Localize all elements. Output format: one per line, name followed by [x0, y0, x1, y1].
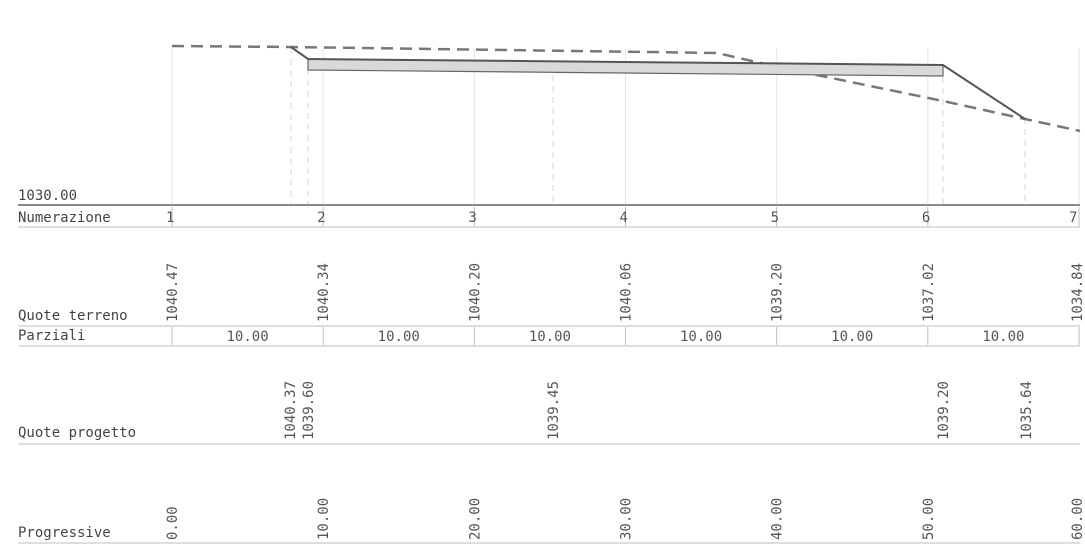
row-label-parziali: Parziali — [18, 328, 85, 344]
parziale-value: 10.00 — [831, 329, 873, 345]
station-number: 5 — [771, 210, 779, 226]
quota-terreno-value: 1039.20 — [770, 263, 786, 322]
quota-progetto-value: 1035.64 — [1019, 381, 1035, 440]
row-label-quote-progetto: Quote progetto — [18, 425, 136, 441]
station-numbers: 1 2 3 4 5 6 7 — [166, 210, 1077, 226]
parziali-values: 10.00 10.00 10.00 10.00 10.00 10.00 — [171, 327, 1080, 345]
progressiva-value: 40.00 — [770, 498, 786, 540]
quota-progetto-value: 1039.60 — [301, 381, 317, 440]
parziale-value: 10.00 — [982, 329, 1024, 345]
quota-terreno-value: 1040.47 — [165, 263, 181, 322]
quota-progetto-value: 1039.20 — [936, 381, 952, 440]
progressive-values: 0.00 10.00 20.00 30.00 40.00 50.00 60.00 — [165, 498, 1085, 540]
progressiva-value: 30.00 — [619, 498, 635, 540]
quota-terreno-value: 1040.20 — [467, 263, 483, 322]
parziale-value: 10.00 — [529, 329, 571, 345]
quote-terreno-values: 1040.47 1040.34 1040.20 1040.06 1039.20 1037.… — [165, 263, 1085, 322]
quota-terreno-value: 1037.02 — [921, 263, 937, 322]
row-label-quote-terreno: Quote terreno — [18, 308, 128, 324]
quote-progetto-values: 1040.37 1039.60 1039.45 1039.20 1035.64 — [283, 381, 1035, 440]
row-label-progressive: Progressive — [18, 525, 111, 541]
progressiva-value: 50.00 — [921, 498, 937, 540]
parziale-value: 10.00 — [378, 329, 420, 345]
quota-progetto-value: 1039.45 — [546, 381, 562, 440]
station-number: 6 — [922, 210, 930, 226]
row-label-numerazione: Numerazione — [18, 210, 111, 226]
quota-terreno-value: 1040.34 — [316, 263, 332, 322]
progressiva-value: 20.00 — [467, 498, 483, 540]
progressiva-value: 0.00 — [165, 506, 181, 540]
station-number: 1 — [166, 210, 174, 226]
datum-label: 1030.00 — [18, 188, 77, 204]
station-number: 2 — [317, 210, 325, 226]
quota-progetto-value: 1040.37 — [283, 381, 299, 440]
quota-terreno-value: 1034.84 — [1070, 263, 1085, 322]
auxiliary-dashed-verticals — [290, 48, 1026, 206]
progressiva-value: 60.00 — [1070, 498, 1085, 540]
parziale-value: 10.00 — [227, 329, 269, 345]
parziale-value: 10.00 — [680, 329, 722, 345]
station-number: 3 — [468, 210, 476, 226]
station-number: 7 — [1069, 210, 1077, 226]
station-number: 4 — [620, 210, 628, 226]
quota-terreno-value: 1040.06 — [619, 263, 635, 322]
project-line — [290, 46, 1026, 120]
progressiva-value: 10.00 — [316, 498, 332, 540]
